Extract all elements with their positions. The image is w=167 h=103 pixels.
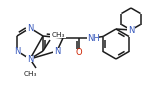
Bar — [75, 49, 83, 55]
Text: N: N — [54, 46, 60, 56]
Text: O: O — [76, 47, 82, 57]
Bar — [26, 25, 34, 31]
Text: CH₃: CH₃ — [23, 71, 37, 77]
Bar — [22, 71, 38, 77]
Bar — [13, 48, 21, 54]
Bar — [127, 27, 135, 33]
Text: N: N — [27, 54, 33, 64]
Text: N: N — [14, 46, 20, 56]
Text: CH₃: CH₃ — [51, 32, 65, 38]
Text: NH: NH — [87, 33, 99, 43]
Bar — [50, 32, 66, 38]
Bar — [53, 48, 61, 54]
Bar — [87, 35, 99, 41]
Text: N: N — [128, 26, 134, 35]
Text: N: N — [27, 23, 33, 33]
Bar — [26, 56, 34, 62]
